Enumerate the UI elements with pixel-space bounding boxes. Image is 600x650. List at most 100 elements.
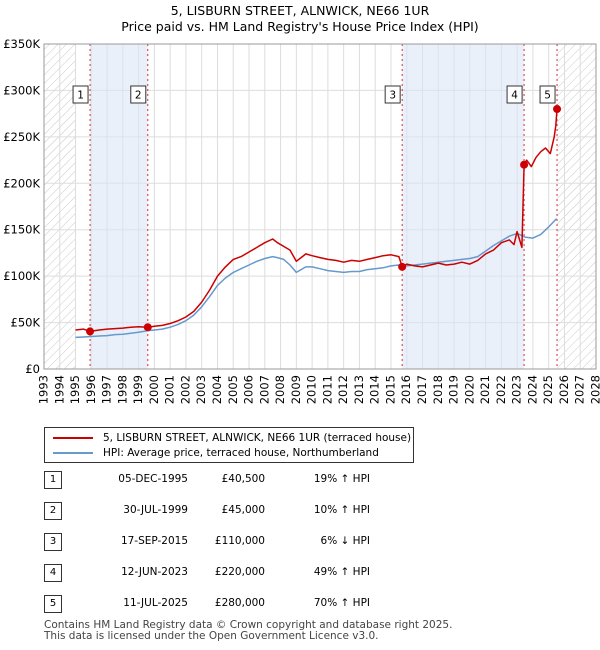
y-tick-label: £250K [3, 130, 40, 144]
sale-hpi-diff: 19% ↑ HPI [313, 473, 370, 485]
x-tick-label: 2010 [305, 375, 319, 404]
legend-swatch-hpi [53, 452, 93, 454]
x-tick-label: 2000 [147, 375, 161, 404]
x-tick-label: 1999 [131, 375, 145, 404]
y-tick-label: £200K [3, 176, 40, 190]
sale-hpi-diff: 49% ↑ HPI [313, 566, 370, 578]
x-tick-label: 2002 [178, 375, 192, 404]
x-tick-label: 2011 [320, 375, 334, 404]
legend-label-hpi: HPI: Average price, terraced house, Nort… [103, 447, 379, 459]
x-tick-label: 2022 [494, 375, 508, 404]
sale-number-label: 4 [511, 90, 518, 102]
x-tick-label: 2026 [557, 375, 571, 404]
x-tick-label: 1993 [37, 375, 51, 404]
chart-subtitle: Price paid vs. HM Land Registry's House … [121, 19, 479, 34]
sale-number-label: 5 [544, 90, 551, 102]
x-tick-label: 2009 [289, 375, 303, 404]
plot-frame [43, 43, 597, 370]
sale-number-label: 1 [77, 90, 84, 102]
x-tick-label: 2001 [163, 375, 177, 404]
footer-copyright: Contains HM Land Registry data © Crown c… [44, 619, 453, 631]
sale-number-label: 3 [389, 90, 396, 102]
legend-entry-property: 5, LISBURN STREET, ALNWICK, NE66 1UR (te… [53, 431, 411, 445]
x-tick-label: 2003 [194, 375, 208, 404]
x-tick-label: 2012 [336, 375, 350, 404]
sale-price: £110,000 [214, 535, 265, 547]
x-tick-label: 1995 [68, 375, 82, 404]
sale-row: 1 05-DEC-1995 £40,500 19% ↑ HPI [0, 471, 600, 491]
legend-entry-hpi: HPI: Average price, terraced house, Nort… [53, 446, 379, 460]
sale-hpi-diff: 6% ↓ HPI [320, 535, 370, 547]
sale-row: 2 30-JUL-1999 £45,000 10% ↑ HPI [0, 502, 600, 522]
y-tick-label: £50K [11, 316, 41, 330]
x-tick-label: 1997 [100, 375, 114, 404]
x-tick-label: 1996 [84, 375, 98, 404]
x-tick-label: 1998 [115, 375, 129, 404]
ownership-period-shade [402, 44, 525, 369]
hpi-series-line [75, 218, 558, 339]
x-tick-label: 2004 [210, 375, 224, 404]
sale-point [86, 327, 95, 336]
x-tick-label: 2021 [478, 375, 492, 404]
x-tick-label: 1994 [52, 375, 66, 404]
y-tick-label: £150K [3, 223, 40, 237]
sale-price: £280,000 [214, 597, 265, 609]
hatched-region-after [557, 44, 596, 369]
x-tick-label: 2024 [525, 375, 539, 404]
x-tick-label: 2017 [415, 375, 429, 404]
chart-legend: 5, LISBURN STREET, ALNWICK, NE66 1UR (te… [44, 427, 414, 463]
x-tick-label: 2007 [257, 375, 271, 404]
sale-number-box [130, 85, 147, 104]
x-tick-label: 2013 [352, 375, 366, 404]
footer-licence: This data is licensed under the Open Gov… [44, 630, 379, 642]
x-tick-label: 2014 [368, 375, 382, 404]
x-tick-label: 2018 [431, 375, 445, 404]
y-tick-label: £0 [25, 362, 40, 376]
x-tick-label: 2016 [399, 375, 413, 404]
sale-number-box [539, 85, 556, 104]
sale-price: £45,000 [221, 504, 265, 516]
x-tick-label: 2005 [226, 375, 240, 404]
sale-date: 11-JUL-2025 [123, 597, 188, 609]
chart-title: 5, LISBURN STREET, ALNWICK, NE66 1UR [170, 3, 430, 18]
sale-date: 17-SEP-2015 [120, 535, 188, 547]
property-series-line [75, 108, 558, 333]
y-tick-label: £100K [3, 269, 40, 283]
sale-number-badge: 3 [44, 533, 62, 551]
sale-date: 12-JUN-2023 [121, 566, 188, 578]
x-tick-label: 2008 [273, 375, 287, 404]
sale-price: £220,000 [214, 566, 265, 578]
sale-number-box [384, 85, 401, 104]
sale-point [553, 105, 562, 113]
legend-swatch-property [53, 437, 93, 439]
x-tick-label: 2019 [447, 375, 461, 404]
sale-row: 3 17-SEP-2015 £110,000 6% ↓ HPI [0, 533, 600, 553]
sale-point [143, 323, 152, 332]
sale-row: 5 11-JUL-2025 £280,000 70% ↑ HPI [0, 595, 600, 615]
x-tick-label: 2006 [242, 375, 256, 404]
sale-price: £40,500 [221, 473, 265, 485]
y-tick-label: £350K [3, 37, 40, 51]
sale-number-box [506, 85, 523, 104]
sale-point [520, 160, 529, 169]
x-tick-label: 2027 [573, 375, 587, 404]
x-tick-label: 2028 [589, 375, 600, 404]
x-tick-label: 2025 [541, 375, 555, 404]
sale-number-badge: 5 [44, 595, 62, 613]
y-tick-label: £300K [3, 83, 40, 97]
sale-number-badge: 1 [44, 471, 62, 489]
legend-label-property: 5, LISBURN STREET, ALNWICK, NE66 1UR (te… [103, 432, 412, 444]
x-tick-label: 2023 [510, 375, 524, 404]
sale-date: 30-JUL-1999 [123, 504, 188, 516]
sale-number-label: 2 [135, 90, 142, 102]
sale-row: 4 12-JUN-2023 £220,000 49% ↑ HPI [0, 564, 600, 584]
sale-hpi-diff: 10% ↑ HPI [313, 504, 370, 516]
footer: Contains HM Land Registry data © Crown c… [44, 620, 452, 642]
sale-number-badge: 4 [44, 564, 62, 582]
sale-hpi-diff: 70% ↑ HPI [313, 597, 370, 609]
sale-date: 05-DEC-1995 [118, 473, 188, 485]
x-tick-label: 2015 [383, 375, 397, 404]
sale-number-box [72, 85, 89, 104]
sale-point [398, 262, 407, 271]
price-chart: 1 2 3 4 5 £0 £50K £100K £150K £200K £250K £300K £35… [3, 37, 600, 404]
